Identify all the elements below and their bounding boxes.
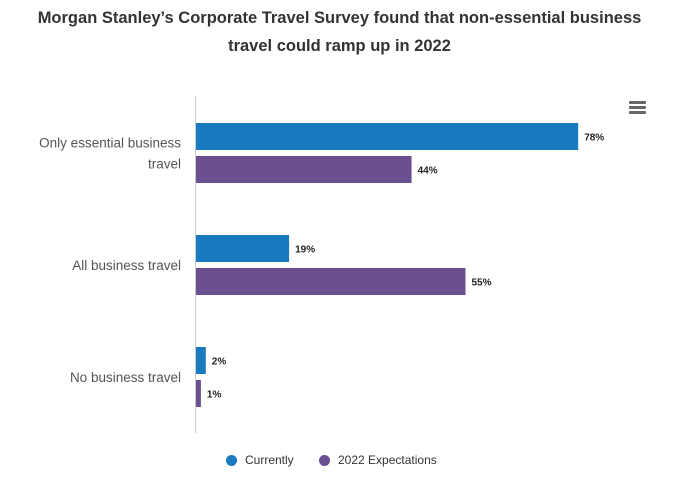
category-label-only-essential-business-travel-line-2: travel	[148, 157, 181, 172]
data-label-only-essential-business-travel-currently: 78%	[584, 133, 604, 144]
bar-no-business-travel-2022-expectations	[196, 380, 201, 407]
legend-label-currently: Currently	[245, 453, 294, 467]
category-label-no-business-travel-line-1: No business travel	[70, 370, 181, 385]
category-label-only-essential-business-travel-line-1: Only essential business	[39, 136, 181, 151]
hamburger-menu-icon[interactable]	[628, 100, 648, 116]
chart-title-line-1: Morgan Stanley’s Corporate Travel Survey…	[37, 9, 642, 27]
legend: Currently 2022 Expectations	[0, 450, 679, 470]
data-label-only-essential-business-travel-2022-expectations: 44%	[418, 166, 438, 177]
category-label-all-business-travel-line-1: All business travel	[72, 258, 181, 273]
bar-no-business-travel-currently	[196, 347, 206, 374]
data-label-no-business-travel-2022-expectations: 1%	[207, 390, 222, 401]
data-label-all-business-travel-currently: 19%	[295, 245, 315, 256]
legend-dot-2022-expectations	[319, 454, 330, 466]
data-label-no-business-travel-currently: 2%	[212, 357, 227, 368]
bar-only-essential-business-travel-currently	[196, 123, 579, 150]
bar-chart: Only essential business travel 78% 44% All b…	[39, 96, 604, 433]
bar-only-essential-business-travel-2022-expectations	[196, 156, 412, 183]
data-label-all-business-travel-2022-expectations: 55%	[472, 278, 492, 289]
legend-item-2022-expectations[interactable]: 2022 Expectations	[319, 450, 437, 470]
bar-all-business-travel-2022-expectations	[196, 268, 466, 295]
legend-label-2022-expectations: 2022 Expectations	[338, 453, 437, 467]
chart-title-line-2: travel could ramp up in 2022	[228, 37, 451, 55]
chart-title: Morgan Stanley’s Corporate Travel Survey…	[0, 4, 679, 60]
bar-all-business-travel-currently	[196, 235, 290, 262]
legend-item-currently[interactable]: Currently	[226, 450, 294, 470]
legend-dot-currently	[226, 454, 237, 466]
